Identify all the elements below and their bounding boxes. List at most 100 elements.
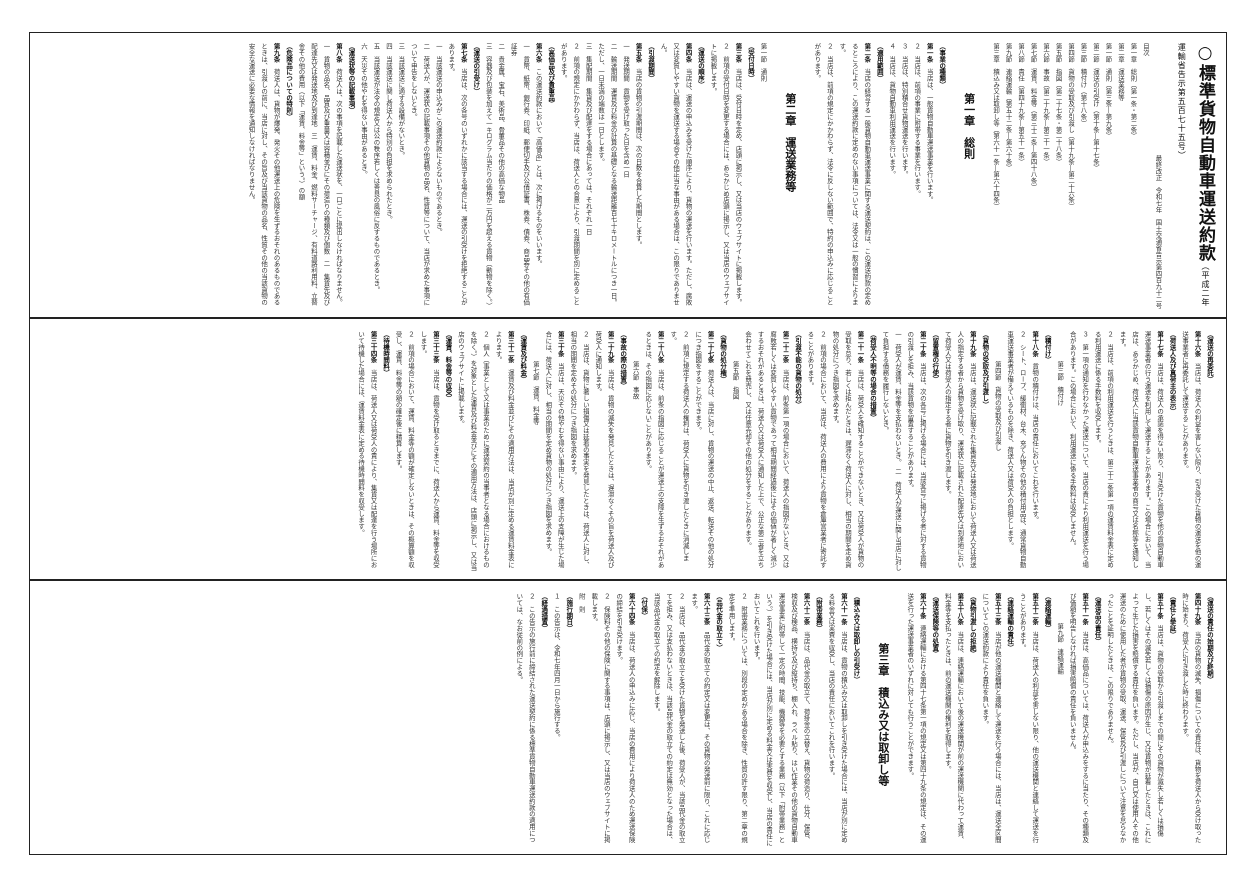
article-number: 第十八条 — [1031, 331, 1040, 357]
amendment-note: 最終改正 令和七年 国土交通省告示第四百九十二号 — [1154, 155, 1163, 309]
paragraph-text: 当店は、次の各号に掲げる場合には、当該各号に掲げる者に対する貨物の引渡しを拒み、… — [906, 331, 927, 568]
chapter-heading: 第二章 運送業務等 — [783, 93, 797, 192]
article: 第二十二条 当店は、前条第一項の場合において、荷送人の指図がないとき、又は腐敗若… — [742, 331, 792, 571]
article-number: 第五十三条 — [993, 593, 1002, 625]
article: 第一条 当店は、一般貨物自動車運送事業を行います。 — [923, 43, 935, 309]
article-caption: （運賃、料金等の収受） — [444, 331, 453, 402]
section-heading: 第三節 積付け — [1056, 361, 1065, 406]
article: 第三十条 当店は、天災その他やむを得ない事由により、運送上の支障が生じた場合には… — [542, 331, 567, 571]
paragraph-text: 附 則 — [577, 593, 586, 613]
paragraph-text: ２ 当店は、前項の事業に附帯する事業を行います。 — [913, 43, 922, 197]
paragraph: ２ 当店は、前項の事業に附帯する事業を行います。 — [911, 43, 923, 309]
article: 第八条 荷送人は、次の事項を記載した運送状を、一口ごとに提出しなければなりません… — [332, 43, 344, 309]
article-number: 第三十二条 — [506, 331, 515, 363]
paragraph-text: 当店は、受付日時を定め、店頭に掲示し、又は当店のウェブサイトに掲載します。 — [734, 62, 743, 306]
paragraph: 目次 — [1139, 43, 1151, 309]
paragraph-text: 第三章 積込み又は取卸し等（第六十一条―第六十四条） — [992, 43, 1001, 210]
paragraph: ２ 前項の規定にかかわらず、当店は、荷送人との合意により、引渡期間を別に定めるこ… — [557, 43, 582, 309]
paragraph: 第一節 通則 — [757, 43, 769, 309]
document-title: ○標準貨物自動車運送約款（平成二年運輸省告示第五百七十五号） — [1168, 43, 1216, 309]
article-number: 第五十二条 — [1031, 593, 1040, 625]
article-number: 第五十条 — [1156, 593, 1165, 619]
paragraph: ２ 当店は、前項の規定にかかわらず、法令に反しない範囲で、特約の申込みに応じるこ… — [811, 43, 836, 309]
paragraph-text: 当店の貨物の引渡期間は、次の日数を合算した期間とします。 — [634, 62, 643, 248]
article-caption: （運送の順序） — [697, 43, 705, 88]
paragraph-text: 二 輸送期間 運賃及び料金の計算の基礎となる輸送距離百七十キロメートルにつき一日… — [597, 43, 618, 306]
article-number: 第六十二条 — [802, 593, 811, 625]
paragraph: 第二節 運送の引受け（第十条―第十七条） — [1090, 43, 1102, 309]
article: 第三十二条 運賃及び料金並びにその適用方法は、当店が別に定める運賃料金表によりま… — [492, 331, 517, 571]
paragraph-text: 貨物の積付けは、当店の責任においてこれを行います。 — [1031, 356, 1040, 524]
section-heading: 第九節 連絡運輸 — [1056, 623, 1065, 675]
paragraph: 五 当該運送が法令の規定又は公の秩序若しくは善良の風俗に反するものであるとき。 — [370, 43, 382, 309]
paragraph-text: ２ 個人（事業として又は事業のために運送契約の当事者となる場合におけるものを除く… — [456, 331, 490, 571]
paragraph-text: 当店は、天災その他やむを得ない事由により、運送上の支障が生じた場合には、荷送人に… — [544, 331, 565, 568]
article-caption: （運送保険等の処置） — [931, 593, 940, 657]
paragraph: 二 貴金属、宝石、美術品、骨董品その他の高価な物品 — [495, 43, 507, 309]
article-number: 第三十三条 — [431, 331, 440, 363]
article-caption: （積付け） — [1043, 331, 1052, 363]
paragraph-text: この運送約款において「高価品」とは、次に掲げるものをいいます。 — [534, 62, 543, 268]
paragraph: 第五節 指図（第二十七条・第二十八条） — [1052, 43, 1064, 309]
section-heading: 第五節 指図 — [731, 361, 740, 400]
paragraph: ２ 前項の場合において、当店は、荷送人の費用により貨物を倉庫営業者に寄託すること… — [804, 331, 829, 571]
paragraph: ２ 個人（事業として又は事業のために運送契約の当事者となる場合におけるものを除く… — [454, 331, 491, 571]
paragraph: 第一章 総則（第一条・第二条） — [1127, 43, 1139, 309]
paragraph-text: 第二章 運送業務等 — [1116, 43, 1125, 101]
paragraph-text: 第二節 運送の引受け（第十条―第十七条） — [1091, 43, 1100, 171]
paragraph-text: ２ 当店は、前項の利用運送を行うときは、第三十二条第一項の運賃料金表に定める利用… — [1093, 331, 1115, 568]
article-caption: （貨物の受取及び引渡し） — [981, 331, 990, 408]
title-text: ○標準貨物自動車運送約款 — [1195, 43, 1215, 262]
article: 第六十三条 品代金の取立ての約定又は変更は、その貨物の発送前に限り、これに応じま… — [688, 593, 713, 846]
paragraph-text: 品代金の取立ての約定又は変更は、その貨物の発送前に限り、これに応じます。 — [690, 593, 711, 843]
article-caption: （積込み又は取卸しの引受け） — [852, 593, 861, 683]
paragraph-text: 当店の貨物の滅失、損傷についての責任は、貨物を荷送人から受け取った時に始まり、荷… — [1181, 593, 1202, 843]
paragraph: ２ 附帯業務については、別段の定めがある場合を除き、性質の許す限り、第二章の規定… — [725, 593, 750, 846]
paragraph: ２ 保険料その他の保険に関する事項は、店頭に掲示し、又は当店のウェブサイトに掲載… — [588, 593, 613, 846]
article: 第三十三条 当店は、貨物を受け取るときまでに、荷送人から運賃、料金等を収受します… — [417, 331, 442, 571]
paragraph-text: 第三節 積付け（第十八条） — [1079, 43, 1088, 127]
paragraph-text: 第九節 連絡運輸（第五十二条―第六十条） — [1004, 43, 1013, 171]
paragraph-text: 一 当該運送の申込みがこの運送約款によらないものであるとき。 — [434, 43, 443, 235]
paragraph-text: ２ 当店は、前項の規定にかかわらず、法令に反しない範囲で、特約の申込みに応じるこ… — [813, 43, 834, 306]
article: 第二十九条 当店は、貨物の滅失を発見したときは、遅滞なくその旨を荷送人及び荷受人… — [592, 331, 617, 571]
article-caption: （附帯業務） — [815, 593, 823, 632]
article-caption: （経過措置） — [540, 593, 549, 632]
paragraph-text: 当店は、高価品については、荷送人が申込みをするに当たり、その種類及び価額を明告し… — [1068, 593, 1090, 843]
section-heading: 第四節 貨物の受取及び引渡し — [993, 361, 1002, 451]
article: 第十七条 当店は、荷送人の承諾を得ない限り、引き受けた貨物を他の貨物自動車運送事… — [1116, 331, 1166, 571]
paragraph: 第九節 連絡運輸（第五十二条―第六十条） — [1002, 43, 1014, 309]
paragraph-text: 三 当該運送に適する設備がないとき。 — [397, 43, 406, 159]
article-number: 第六十三条 — [702, 593, 711, 625]
document-sheet: ○標準貨物自動車運送約款（平成二年運輸省告示第五百七十五号） 最終改正 令和七年 … — [29, 32, 1227, 855]
article-number: 第八条 — [334, 43, 343, 63]
article-caption: （事業の種類） — [938, 43, 947, 88]
paragraph-text: 第一章 総則（第一条・第二条） — [1129, 43, 1138, 139]
paragraph: ２ 前項の受付日時を変更する場合には、あらかじめ店頭に掲示し、又は当店のウェブサ… — [707, 43, 732, 309]
article-number: 第五条 — [634, 43, 643, 63]
article-number: 第九条 — [272, 43, 281, 63]
article-caption: （受付日時） — [746, 43, 755, 82]
paragraph: 第四節 貨物の受取及び引渡し（第十九条―第二十六条） — [1065, 43, 1077, 309]
paragraph: 四 当該運送に関し荷送人から特別の負担を求められたとき。 — [382, 43, 394, 309]
article-number: 第十六条 — [1193, 331, 1202, 357]
article-number: 第三十条 — [556, 331, 565, 357]
paragraph: 第三章 積込み又は取卸し等（第六十一条―第六十四条） — [990, 43, 1002, 309]
article-caption: （施行期日） — [565, 593, 574, 632]
paragraph-text: 二 荷送人が、運送状の記載事項その他貨物の品名、性質等について、当店が求めた事項… — [409, 43, 431, 306]
paragraph-text: 当店の経営する一般貨物自動車運送事業に関する運送契約は、この運送約款の定めるとこ… — [838, 43, 872, 306]
article-number: 第七条 — [459, 43, 468, 63]
article-number: 第三条 — [734, 43, 743, 63]
article: 第九条 荷送人は、貨物が爆発、発火その他運送上の危険を生ずるおそれのあるものであ… — [245, 43, 282, 309]
paragraph: ２ シート、ロープ、緩衝材、台木、充てん物その他の積付用品は、通常貨物自動車運送… — [1004, 331, 1029, 571]
paragraph: 第三節 積付け（第十八条） — [1077, 43, 1089, 309]
article: 第六十四条 当店は、荷送人の申込みに応じ、当店の費用により荷送人のため運送保険の… — [613, 593, 638, 846]
paragraph-text: 五 当該運送が法令の規定又は公の秩序若しくは善良の風俗に反するものであるとき。 — [372, 43, 381, 293]
paragraph-text: ２ 前項の場合において、運賃、料金等の額が確定しないときは、その概算額を収受し、… — [394, 331, 415, 568]
paragraph: ３ 当店は、特別積合せ貨物運送を行います。 — [898, 43, 910, 309]
paragraph-text: 当店は、前条第一項の場合において、荷送人の指図がないとき、又は腐敗若しくは変質し… — [744, 331, 790, 568]
paragraph-text: 当店は、前条の指図に応じることが運送上の支障を生ずるおそれがあるときは、その指図… — [644, 331, 665, 568]
article-number: 第一条 — [925, 43, 934, 63]
article-caption: （危険品についての特則） — [285, 43, 294, 120]
article: 第二十八条 当店は、前条の指図に応じることが運送上の支障を生ずるおそれがあるとき… — [642, 331, 667, 571]
